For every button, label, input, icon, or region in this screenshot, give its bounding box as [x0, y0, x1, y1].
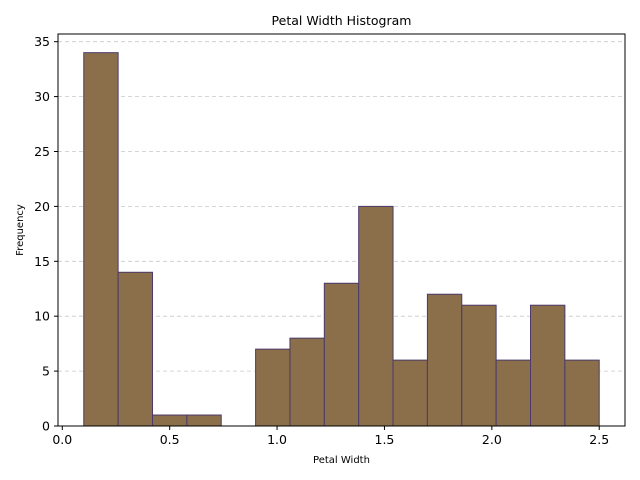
histogram-bar-9: [392, 359, 428, 427]
histogram-bar-5: [255, 348, 291, 427]
x-tick-label-5: 2.5: [589, 432, 609, 447]
y-axis-label: Frequency: [15, 204, 26, 256]
histogram-bar-10: [426, 293, 463, 427]
histogram-bar-12: [495, 359, 531, 427]
y-tick-label-2: 10: [34, 309, 50, 324]
plot-frame: [57, 33, 626, 427]
y-tick-label-7: 35: [34, 34, 50, 49]
x-axis-label: Petal Width: [313, 455, 370, 466]
histogram-bars: [83, 52, 600, 427]
x-tick-label-2: 1.0: [267, 432, 287, 447]
x-tick-label-0: 0.0: [52, 432, 72, 447]
histogram-bar-11: [461, 304, 497, 427]
histogram-bar-13: [530, 304, 566, 427]
y-tick-label-4: 20: [34, 199, 50, 214]
histogram-bar-0: [83, 52, 119, 427]
y-tick-label-5: 25: [34, 144, 50, 159]
y-axis-ticks: 0 5 10 15 20 25 30 35: [34, 34, 58, 434]
histogram-bar-6: [289, 337, 325, 427]
x-tick-label-4: 2.0: [482, 432, 502, 447]
histogram-bar-14: [564, 359, 600, 427]
histogram-bar-2: [152, 414, 188, 427]
y-tick-label-0: 0: [42, 419, 50, 434]
y-tick-label-3: 15: [34, 254, 50, 269]
x-tick-label-3: 1.5: [375, 432, 395, 447]
x-axis-ticks: 0.0 0.5 1.0 1.5 2.0 2.5: [52, 426, 609, 447]
chart-title: Petal Width Histogram: [272, 13, 412, 28]
x-tick-label-1: 0.5: [160, 432, 180, 447]
histogram-bar-7: [323, 282, 360, 427]
histogram-bar-3: [186, 414, 222, 427]
histogram-bar-1: [117, 271, 153, 427]
histogram-bar-8: [358, 205, 394, 427]
y-tick-label-1: 5: [42, 364, 50, 379]
y-tick-label-6: 30: [34, 89, 50, 104]
